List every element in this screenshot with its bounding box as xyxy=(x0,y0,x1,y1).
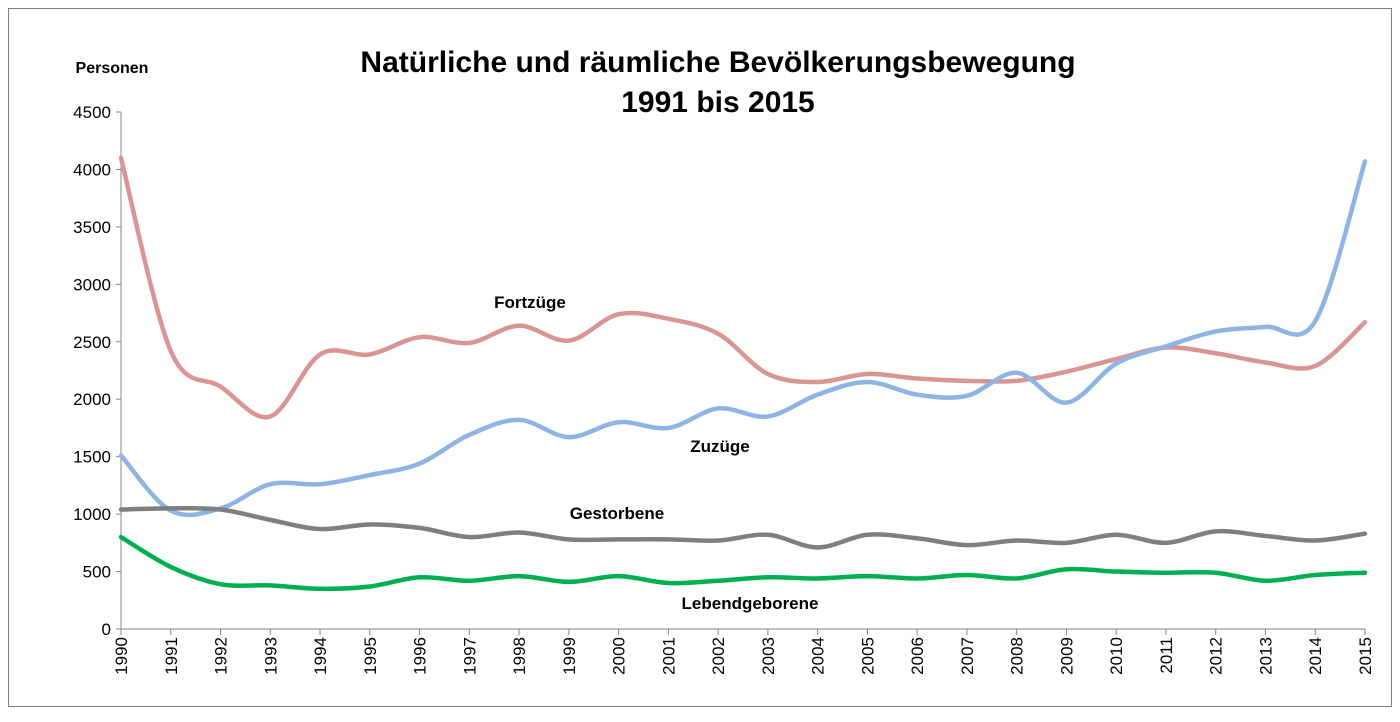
x-tick-label: 2003 xyxy=(759,637,778,675)
x-tick-label: 1997 xyxy=(460,637,479,675)
x-tick-label: 1991 xyxy=(162,637,181,675)
x-tick-label: 1992 xyxy=(212,637,231,675)
x-tick-label: 2001 xyxy=(659,637,678,675)
chart-title: Natürliche und räumliche Bevölkerungsbew… xyxy=(360,46,1075,79)
x-tick-label: 2005 xyxy=(858,637,877,675)
x-tick-label: 1994 xyxy=(311,637,330,675)
y-tick-label: 4000 xyxy=(73,160,111,179)
y-tick-label: 3500 xyxy=(73,218,111,237)
x-tick-label: 2015 xyxy=(1356,637,1375,675)
y-tick-label: 0 xyxy=(102,620,111,639)
x-tick-label: 2012 xyxy=(1207,637,1226,675)
x-tick-label: 2013 xyxy=(1256,637,1275,675)
x-tick-label: 2000 xyxy=(610,637,629,675)
series-line xyxy=(118,534,1368,592)
x-tick-label: 1995 xyxy=(361,637,380,675)
x-tick-label: 2008 xyxy=(1008,637,1027,675)
y-tick-label: 1000 xyxy=(73,505,111,524)
x-tick-label: 1993 xyxy=(261,637,280,675)
x-tick-label: 1999 xyxy=(560,637,579,675)
x-tick-label: 1996 xyxy=(411,637,430,675)
x-tick-label: 2006 xyxy=(908,637,927,675)
y-tick-label: 2000 xyxy=(73,390,111,409)
x-tick-label: 2010 xyxy=(1107,637,1126,675)
x-tick-label: 2014 xyxy=(1306,637,1325,675)
series-label: Gestorbene xyxy=(570,504,664,523)
x-tick-label: 2007 xyxy=(958,637,977,675)
chart-subtitle: 1991 bis 2015 xyxy=(621,86,815,119)
y-tick-label: 4500 xyxy=(73,103,111,122)
y-tick-label: 1500 xyxy=(73,448,111,467)
x-tick-label: 2009 xyxy=(1057,637,1076,675)
y-tick-label: 2500 xyxy=(73,333,111,352)
x-tick-label: 2004 xyxy=(809,637,828,675)
series-label: Lebendgeborene xyxy=(682,594,819,613)
y-tick-label: 500 xyxy=(83,563,111,582)
chart-border xyxy=(8,8,1392,707)
x-tick-label: 2002 xyxy=(709,637,728,675)
x-tick-label: 2011 xyxy=(1157,637,1176,674)
series-line xyxy=(118,159,1368,518)
series-label: Fortzüge xyxy=(494,293,566,312)
y-axis-label: Personen xyxy=(76,60,149,77)
series-label: Zuzüge xyxy=(690,437,750,456)
x-tick-label: 1998 xyxy=(510,637,529,675)
y-tick-label: 3000 xyxy=(73,275,111,294)
x-tick-label: 1990 xyxy=(112,637,131,675)
series-line xyxy=(118,505,1368,550)
